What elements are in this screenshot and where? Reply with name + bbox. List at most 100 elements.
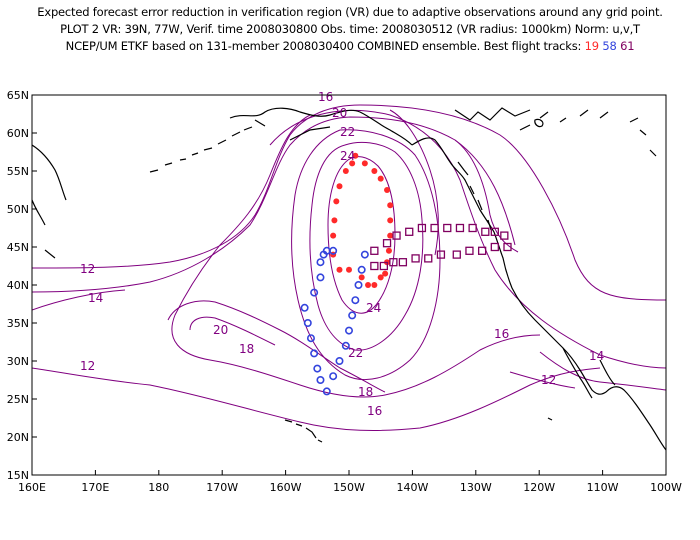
asia-coast xyxy=(32,144,67,259)
track-19-point xyxy=(377,175,384,182)
track-58-point xyxy=(300,303,309,312)
track-19-point xyxy=(385,247,392,254)
header-line-3-text: NCEP/UM ETKF based on 131-member 2008030… xyxy=(65,39,585,53)
contour-label-14-west: 14 xyxy=(88,291,103,305)
coastlines xyxy=(32,107,666,451)
track-58-point xyxy=(348,311,357,320)
track-61-point xyxy=(370,261,379,271)
aleutian-chain xyxy=(149,126,253,173)
contour-label-20-west: 20 xyxy=(213,323,228,337)
contour-label-22-south: 22 xyxy=(348,346,363,360)
track-19-point xyxy=(384,187,391,193)
hawaii-islands xyxy=(284,419,323,443)
track-61-point xyxy=(455,223,465,233)
contour-label-22-north: 22 xyxy=(340,125,355,139)
track-19-point xyxy=(352,152,359,159)
latitude-label: 65N xyxy=(7,89,29,102)
track-19-point xyxy=(387,217,394,224)
latitude-labels: 65N 60N 55N 50N 45N 40N 35N 30N 25N 20N 15N xyxy=(7,89,29,482)
track-61-point xyxy=(481,227,490,236)
latitude-label: 30N xyxy=(7,355,29,368)
track-61-point xyxy=(405,227,414,236)
contour-line xyxy=(269,110,666,369)
contour-line xyxy=(327,156,396,314)
contour-line xyxy=(189,316,276,346)
track-19-label: 19 xyxy=(584,39,599,53)
latitude-label: 40N xyxy=(7,279,29,292)
header-line-3: NCEP/UM ETKF based on 131-member 2008030… xyxy=(0,38,700,55)
contour-line xyxy=(32,367,601,431)
latitude-label: 45N xyxy=(7,241,29,254)
bc-islands xyxy=(457,161,492,231)
axis-ticks xyxy=(31,94,667,476)
contour-line xyxy=(539,351,666,391)
track-58-point xyxy=(335,356,344,365)
track-58-point xyxy=(310,349,319,358)
contour-line xyxy=(171,114,541,398)
header-line-1: Expected forecast error reduction in ver… xyxy=(37,5,663,19)
contour-line xyxy=(167,300,386,393)
lake xyxy=(534,118,544,128)
track-58-point xyxy=(354,280,363,289)
alaska-coast xyxy=(229,107,413,146)
track-61-point xyxy=(382,239,392,248)
contour-label-16-east: 16 xyxy=(494,327,509,341)
track-61-point xyxy=(477,246,487,255)
contour-line xyxy=(32,104,666,301)
track-61-point xyxy=(443,223,452,233)
track-61-point xyxy=(430,223,439,233)
contour-line xyxy=(389,109,439,256)
contour-label-24-south: 24 xyxy=(366,301,381,315)
track-19-point xyxy=(387,232,394,239)
track-19-point xyxy=(346,266,352,273)
longitude-label: 130W xyxy=(460,481,492,494)
track-19-point xyxy=(382,270,389,277)
track-61-point xyxy=(389,258,398,267)
contour-line xyxy=(32,289,126,311)
track-61-point xyxy=(490,227,499,236)
track-19-point xyxy=(331,217,338,224)
track-61-point xyxy=(503,242,512,252)
track-61-point xyxy=(490,242,499,252)
track-19-point xyxy=(377,274,384,281)
longitude-label: 110W xyxy=(587,481,619,494)
track-58-point xyxy=(316,273,325,282)
track-61-point xyxy=(398,258,408,267)
plot-header: Expected forecast error reduction in ver… xyxy=(0,4,700,55)
header-line-2: PLOT 2 VR: 39N, 77W, Verif. time 2008030… xyxy=(60,22,640,36)
track-58-point xyxy=(360,250,369,259)
track-61-point xyxy=(379,261,389,271)
latitude-label: 50N xyxy=(7,203,29,216)
track-58-point xyxy=(313,364,322,373)
contour-line xyxy=(32,116,516,293)
baja-coast xyxy=(562,347,593,399)
track-19-point xyxy=(336,266,343,273)
track-58-point xyxy=(316,375,325,384)
longitude-label: 160E xyxy=(18,481,46,494)
track-19-point xyxy=(358,274,365,281)
contour-line xyxy=(309,141,424,351)
track-61-point xyxy=(465,246,474,255)
track-19-point xyxy=(371,168,378,174)
track-58-point xyxy=(357,265,366,274)
track-58-point xyxy=(310,288,319,297)
track-58-point xyxy=(351,296,360,305)
longitude-label: 150W xyxy=(333,481,365,494)
track-58-point xyxy=(329,246,338,255)
longitude-label: 160W xyxy=(270,481,302,494)
track-61-point xyxy=(417,223,427,233)
longitude-label: 140W xyxy=(396,481,428,494)
contour-label-16-north: 16 xyxy=(318,90,333,104)
track-58-point xyxy=(306,334,315,343)
contour-line xyxy=(291,129,441,381)
track-61-point xyxy=(468,223,477,233)
track-58-point xyxy=(344,326,353,335)
canada-interior xyxy=(454,107,657,157)
longitude-label: 100W xyxy=(650,481,682,494)
contour-label-18-south: 18 xyxy=(239,342,254,356)
track-19-point xyxy=(342,168,349,174)
latitude-label: 35N xyxy=(7,317,29,330)
track-61-point xyxy=(424,254,433,263)
track-61-point xyxy=(500,231,509,240)
